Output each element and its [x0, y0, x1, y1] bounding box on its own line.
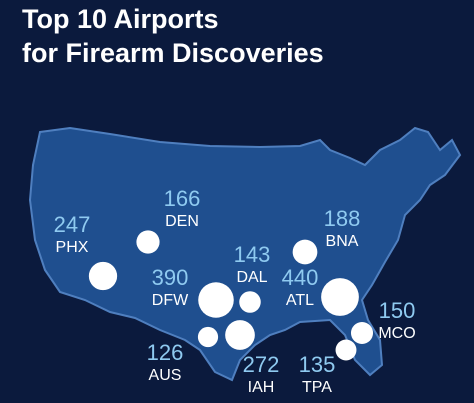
airport-count: 188: [324, 206, 361, 231]
airport-bubble: [198, 282, 234, 318]
airport-count: 390: [152, 265, 189, 290]
title-line: Top 10 Airports: [22, 4, 219, 34]
airport-count: 247: [54, 212, 91, 237]
airport-code: AUS: [149, 367, 182, 384]
airport-count: 150: [379, 298, 416, 323]
airport-code: BNA: [326, 233, 359, 250]
airport-code: ATL: [286, 292, 314, 309]
airport-count: 166: [164, 186, 201, 211]
airport-code: DAL: [236, 269, 267, 286]
airport-count: 143: [234, 242, 271, 267]
airport-bubble: [335, 339, 357, 361]
airport-code: PHX: [56, 239, 89, 256]
airport-markers: 247 PHX 166 DEN 143 DAL 390 DFW 440 ATL 188 BNA 150 M…: [54, 186, 416, 396]
airport-bubble: [321, 278, 359, 316]
airport-count: 440: [282, 265, 319, 290]
us-map: [28, 126, 462, 382]
airport-bubble: [88, 261, 118, 291]
airport-code: DEN: [165, 213, 199, 230]
airport-code: DFW: [152, 292, 189, 309]
airport-bubble: [225, 320, 255, 350]
airport-bubble: [350, 321, 374, 345]
title-line: for Firearm Discoveries: [22, 38, 324, 68]
airport-count: 135: [299, 352, 336, 377]
airport-bubble: [197, 326, 219, 348]
airport-code: MCO: [378, 325, 415, 342]
airport-code: TPA: [302, 379, 332, 396]
airport-count: 126: [147, 340, 184, 365]
airport-bubble: [136, 230, 160, 254]
airport-count: 272: [243, 352, 280, 377]
airport-bubble: [292, 239, 318, 265]
airport-bubble: [239, 291, 261, 313]
airport-code: IAH: [248, 379, 275, 396]
